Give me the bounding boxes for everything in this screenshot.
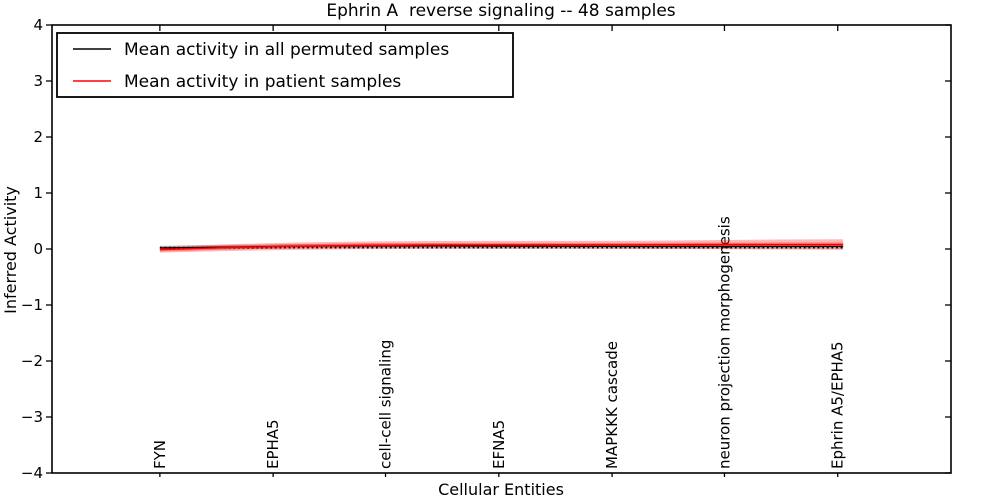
y-tick-label: −2	[21, 352, 43, 370]
x-tick-label: cell-cell signaling	[377, 340, 395, 469]
legend-box	[56, 32, 514, 98]
y-tick-label: 0	[33, 240, 43, 258]
legend: Mean activity in all permuted samples Mea…	[56, 32, 514, 98]
legend-entry-label: Mean activity in patient samples	[124, 72, 401, 92]
x-tick-label: neuron projection morphogenesis	[715, 216, 733, 469]
x-tick-labels: FYN EPHA5 cell-cell signaling EFNA5 MAPKKK c…	[151, 216, 847, 469]
y-axis-label: Inferred Activity	[1, 186, 20, 314]
x-tick-label: MAPKKK cascade	[603, 341, 621, 469]
y-tick-label: −1	[21, 296, 43, 314]
x-tick-label: EPHA5	[264, 419, 282, 469]
y-tick-label: 1	[33, 184, 43, 202]
series-line	[159, 243, 844, 251]
x-axis-label: Cellular Entities	[438, 480, 564, 499]
legend-entry-label: Mean activity in all permuted samples	[124, 40, 449, 60]
x-tick-label: EFNA5	[490, 420, 508, 469]
y-tick-label: −3	[21, 408, 43, 426]
y-tick-label: 3	[33, 72, 43, 90]
y-tick-labels: 4 3 2 1 0 −1 −2 −3 −4	[21, 16, 43, 482]
x-tick-label: FYN	[151, 440, 169, 469]
y-tick-label: −4	[21, 464, 43, 482]
axis-ticks	[46, 24, 951, 477]
series-lines	[159, 243, 844, 251]
x-tick-label: Ephrin A5/EPHA5	[829, 341, 847, 469]
chart-title: Ephrin A reverse signaling -- 48 samples	[326, 1, 675, 21]
y-tick-label: 2	[33, 128, 43, 146]
y-tick-label: 4	[33, 16, 43, 34]
